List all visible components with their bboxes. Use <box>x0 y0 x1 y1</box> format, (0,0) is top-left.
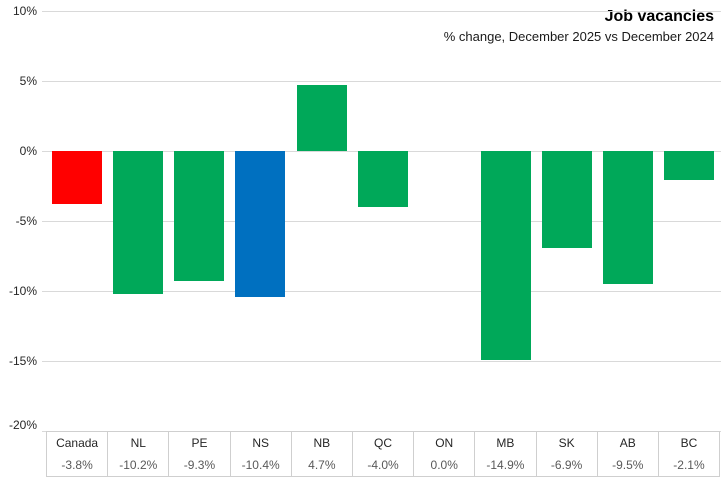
bar-pe <box>174 151 225 282</box>
chart-subtitle: % change, December 2025 vs December 2024 <box>443 29 714 44</box>
bar-qc <box>358 151 408 207</box>
value-label: 0.0% <box>430 458 458 472</box>
category-label: AB <box>619 436 636 450</box>
bar-canada <box>51 151 102 205</box>
table-column-ns: NS -10.4% <box>229 432 291 476</box>
gridline <box>42 11 721 12</box>
data-table: Canada -3.8% NL -10.2% PE -9.3% NS -10.4% NB 4.7%… <box>46 431 720 477</box>
bar-nl <box>112 151 163 294</box>
value-label: -9.3% <box>183 458 216 472</box>
table-column-ab: AB -9.5% <box>596 432 658 476</box>
category-label: PE <box>191 436 208 450</box>
y-axis-tick-label: -20% <box>8 418 37 432</box>
category-label: BC <box>680 436 698 450</box>
value-label: -9.5% <box>612 458 644 472</box>
bar-nb <box>296 85 347 151</box>
table-column-nl: NL -10.2% <box>107 432 168 476</box>
chart-title: Job vacancies <box>604 8 714 25</box>
gridline <box>42 291 721 292</box>
y-axis-tick-label: -15% <box>8 354 37 368</box>
category-label: NB <box>313 436 331 450</box>
value-label: -14.9% <box>486 458 525 472</box>
table-column-canada: Canada -3.8% <box>47 432 107 476</box>
value-label: -10.4% <box>241 458 280 472</box>
bar-ab <box>603 151 654 284</box>
gridline <box>42 221 721 222</box>
y-axis-tick-label: -5% <box>15 214 37 228</box>
value-label: -6.9% <box>550 458 583 472</box>
bar-ns <box>235 151 286 297</box>
gridline <box>42 361 721 362</box>
table-column-sk: SK -6.9% <box>535 432 597 476</box>
table-column-pe: PE -9.3% <box>168 432 229 476</box>
y-axis-tick-label: 5% <box>19 74 37 88</box>
y-axis-tick-label: -10% <box>8 284 37 298</box>
value-label: -10.2% <box>119 458 158 472</box>
y-axis-tick-label: 10% <box>12 4 37 18</box>
value-label: -4.0% <box>367 458 399 472</box>
category-label: SK <box>558 436 575 450</box>
y-axis-tick-label: 0% <box>19 144 37 158</box>
table-column-qc: QC -4.0% <box>351 432 413 476</box>
table-column-bc: BC -2.1% <box>657 432 719 476</box>
gridline <box>42 81 721 82</box>
table-column-nb: NB 4.7% <box>290 432 352 476</box>
table-column-mb: MB -14.9% <box>474 432 535 476</box>
bar-mb <box>480 151 531 360</box>
category-label: Canada <box>56 436 99 450</box>
category-label: NS <box>252 436 269 450</box>
category-label: ON <box>435 436 454 450</box>
bar-sk <box>541 151 592 248</box>
bar-bc <box>664 151 715 181</box>
value-label: 4.7% <box>308 458 336 472</box>
category-label: MB <box>496 436 515 450</box>
value-label: -2.1% <box>673 458 705 472</box>
category-label: NL <box>130 436 146 450</box>
table-column-on: ON 0.0% <box>413 432 474 476</box>
value-label: -3.8% <box>61 458 93 472</box>
category-label: QC <box>374 436 393 450</box>
